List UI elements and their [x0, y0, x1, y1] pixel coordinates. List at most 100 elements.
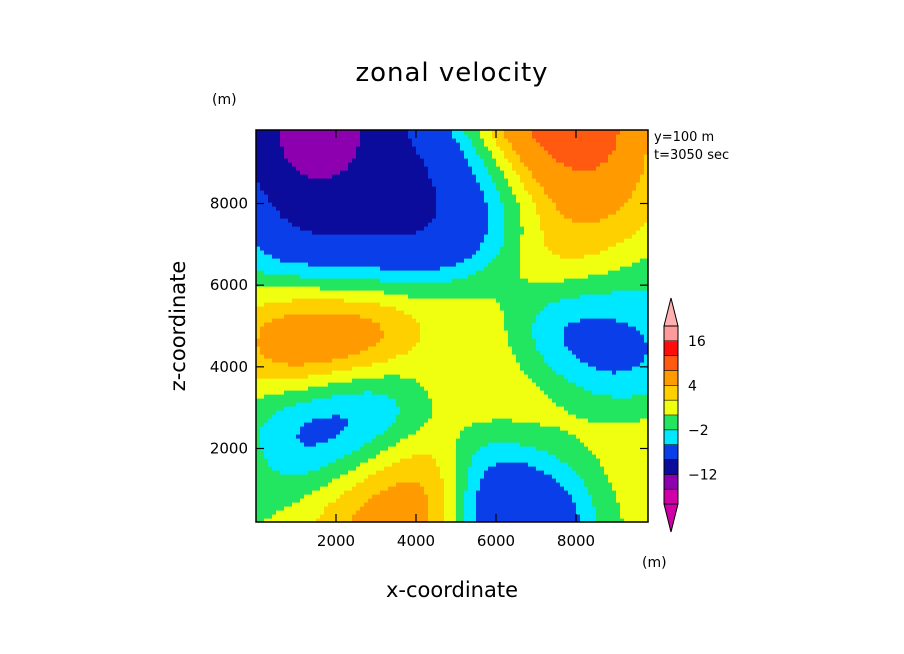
contour-cell: [308, 230, 313, 235]
contour-cell: [444, 202, 449, 207]
contour-cell: [280, 282, 285, 287]
contour-cell: [388, 506, 393, 511]
contour-cell: [388, 326, 393, 331]
contour-cell: [424, 186, 429, 191]
contour-cell: [380, 494, 385, 499]
contour-cell: [428, 430, 433, 435]
contour-cell: [448, 146, 453, 151]
contour-cell: [428, 274, 433, 279]
contour-cell: [448, 182, 453, 187]
contour-cell: [408, 354, 413, 359]
contour-cell: [360, 226, 365, 231]
contour-cell: [284, 178, 289, 183]
contour-cell: [420, 162, 425, 167]
contour-cell: [436, 242, 441, 247]
contour-cell: [388, 210, 393, 215]
contour-cell: [348, 222, 353, 227]
contour-cell: [312, 178, 317, 183]
contour-cell: [452, 390, 457, 395]
contour-cell: [408, 182, 413, 187]
contour-cell: [432, 250, 437, 255]
contour-cell: [424, 418, 429, 423]
contour-cell: [324, 462, 329, 467]
contour-cell: [296, 478, 301, 483]
contour-cell: [392, 458, 397, 463]
contour-cell: [360, 382, 365, 387]
contour-cell: [416, 338, 421, 343]
contour-cell: [372, 266, 377, 271]
contour-cell: [424, 482, 429, 487]
contour-cell: [400, 362, 405, 367]
contour-cell: [372, 338, 377, 343]
contour-cell: [424, 138, 429, 143]
contour-cell: [360, 366, 365, 371]
contour-cell: [420, 474, 425, 479]
contour-cell: [308, 206, 313, 211]
contour-cell: [264, 242, 269, 247]
contour-cell: [432, 366, 437, 371]
contour-cell: [428, 346, 433, 351]
contour-cell: [420, 370, 425, 375]
contour-cell: [368, 406, 373, 411]
contour-cell: [408, 314, 413, 319]
contour-cell: [400, 250, 405, 255]
contour-cell: [284, 314, 289, 319]
contour-cell: [280, 130, 285, 135]
contour-cell: [316, 262, 321, 267]
contour-cell: [432, 358, 437, 363]
contour-cell: [364, 382, 369, 387]
contour-cell: [308, 374, 313, 379]
contour-cell: [444, 450, 449, 455]
contour-cell: [424, 430, 429, 435]
contour-cell: [452, 462, 457, 467]
contour-cell: [396, 234, 401, 239]
contour-cell: [288, 382, 293, 387]
contour-cell: [396, 298, 401, 303]
contour-cell: [428, 278, 433, 283]
contour-cell: [408, 410, 413, 415]
contour-cell: [320, 450, 325, 455]
contour-cell: [428, 362, 433, 367]
contour-cell: [380, 302, 385, 307]
contour-cell: [292, 354, 297, 359]
contour-cell: [316, 326, 321, 331]
contour-cell: [412, 302, 417, 307]
contour-cell: [268, 158, 273, 163]
contour-cell: [448, 386, 453, 391]
contour-cell: [380, 310, 385, 315]
contour-cell: [348, 514, 353, 519]
contour-cell: [440, 206, 445, 211]
contour-cell: [296, 246, 301, 251]
contour-cell: [452, 190, 457, 195]
contour-cell: [336, 266, 341, 271]
contour-cell: [420, 210, 425, 215]
contour-cell: [396, 258, 401, 263]
contour-cell: [276, 294, 281, 299]
contour-cell: [352, 238, 357, 243]
contour-cell: [352, 350, 357, 355]
contour-cell: [432, 354, 437, 359]
contour-cell: [320, 266, 325, 271]
contour-cell: [380, 150, 385, 155]
contour-cell: [444, 194, 449, 199]
contour-cell: [420, 466, 425, 471]
contour-cell: [364, 246, 369, 251]
contour-cell: [436, 318, 441, 323]
contour-cell: [288, 418, 293, 423]
contour-cell: [332, 430, 337, 435]
contour-cell: [448, 158, 453, 163]
contour-cell: [368, 146, 373, 151]
contour-cell: [280, 230, 285, 235]
contour-cell: [332, 254, 337, 259]
contour-cell: [392, 374, 397, 379]
contour-cell: [376, 194, 381, 199]
contour-cell: [364, 194, 369, 199]
contour-cell: [432, 362, 437, 367]
contour-cell: [400, 318, 405, 323]
contour-cell: [416, 286, 421, 291]
contour-cell: [368, 354, 373, 359]
contour-cell: [292, 510, 297, 515]
contour-cell: [428, 238, 433, 243]
contour-cell: [432, 190, 437, 195]
contour-cell: [428, 270, 433, 275]
